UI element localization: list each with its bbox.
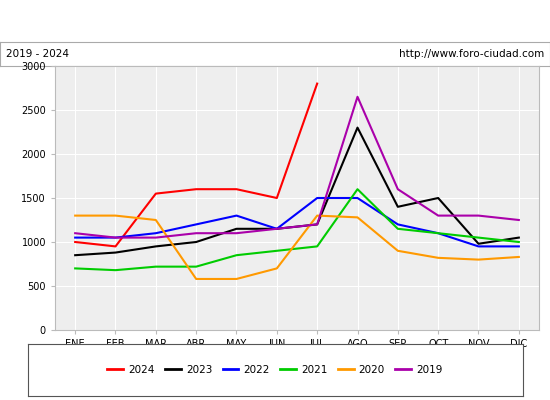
Legend: 2024, 2023, 2022, 2021, 2020, 2019: 2024, 2023, 2022, 2021, 2020, 2019 [103, 361, 447, 379]
Text: Evolucion Nº Turistas Extranjeros en el municipio de Totana: Evolucion Nº Turistas Extranjeros en el … [41, 14, 509, 28]
Text: 2019 - 2024: 2019 - 2024 [6, 49, 69, 59]
Text: http://www.foro-ciudad.com: http://www.foro-ciudad.com [399, 49, 544, 59]
